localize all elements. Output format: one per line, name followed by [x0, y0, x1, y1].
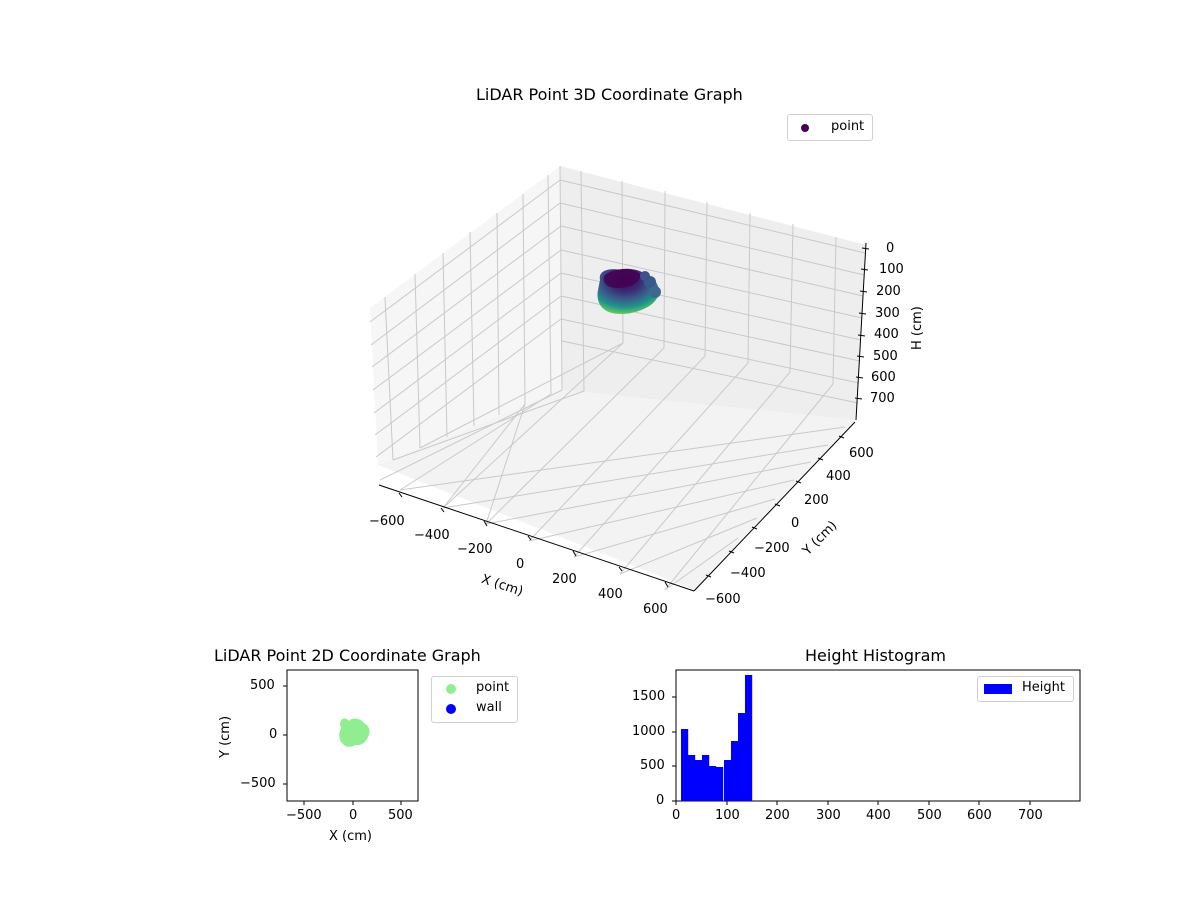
hist-x-tick-label: 700: [1018, 808, 1043, 823]
hist-y-tick-label: 0: [656, 793, 665, 808]
chart-3d-legend: point: [787, 114, 873, 141]
histogram-bars: [681, 675, 753, 801]
hist-x-tick-label: 600: [967, 808, 992, 823]
y3d-tick-label: 400: [826, 469, 851, 484]
legend-marker-wall-icon: [446, 704, 456, 714]
hist-x-tick-label: 200: [765, 808, 790, 823]
hist-y-tick-label: 1500: [632, 689, 666, 704]
x2d-tick-label: 0: [349, 808, 358, 823]
y3d-tick-label: −600: [705, 592, 741, 607]
z3d-tick-label: 700: [870, 391, 895, 406]
hist-x-tick-label: 500: [917, 808, 942, 823]
x3d-tick-label: 400: [598, 587, 623, 602]
legend-label-height: Height: [1022, 680, 1065, 695]
hist-x-tick-label: 100: [715, 808, 740, 823]
x3d-tick-label: −400: [414, 528, 450, 543]
chart-2d-legend: point wall: [431, 676, 518, 723]
y3d-tick-label: −400: [730, 566, 766, 581]
x2d-tick-label: −500: [286, 808, 322, 823]
y3d-tick-label: 600: [849, 446, 874, 461]
hist-y-tick-label: 500: [640, 758, 665, 773]
chart-3d-title: LiDAR Point 3D Coordinate Graph: [476, 85, 743, 104]
hist-x-tick-label: 0: [672, 808, 681, 823]
z3d-tick-label: 0: [886, 241, 895, 256]
x2d-tick-label: 500: [388, 808, 413, 823]
chart-2d-title: LiDAR Point 2D Coordinate Graph: [214, 646, 481, 665]
z3d-tick-label: 100: [879, 262, 904, 277]
x2d-axis-label: X (cm): [329, 829, 372, 844]
x3d-tick-label: 600: [643, 602, 668, 617]
histogram-legend: Height: [977, 676, 1074, 702]
y2d-tick-label: −500: [240, 776, 276, 791]
legend-label-point: point: [831, 119, 865, 134]
point-cloud-3d: [597, 268, 661, 314]
y2d-tick-label: 0: [269, 727, 278, 742]
legend-swatch-height-icon: [984, 684, 1012, 694]
legend-label-point: point: [476, 680, 510, 695]
y3d-tick-label: 0: [791, 516, 800, 531]
y3d-tick-label: 200: [804, 493, 829, 508]
legend-marker-point-icon: [446, 684, 456, 694]
z3d-tick-label: 400: [874, 327, 899, 342]
z3d-tick-label: 300: [875, 306, 900, 321]
hist-x-tick-label: 300: [816, 808, 841, 823]
hist-x-tick-label: 400: [866, 808, 891, 823]
x3d-tick-label: 0: [516, 557, 525, 572]
z3d-tick-label: 500: [873, 349, 898, 364]
legend-marker-point-icon: [801, 124, 809, 132]
point-cloud-2d: [339, 718, 370, 747]
z3d-tick-label: 200: [876, 284, 901, 299]
hist-y-tick-label: 1000: [632, 724, 666, 739]
legend-label-wall: wall: [476, 700, 502, 715]
x3d-tick-label: −200: [457, 542, 493, 557]
y2d-tick-label: 500: [250, 678, 275, 693]
z3d-tick-label: 600: [871, 370, 896, 385]
x3d-tick-label: 200: [552, 572, 577, 587]
x3d-tick-label: −600: [369, 514, 405, 529]
y3d-tick-label: −200: [754, 541, 790, 556]
histogram-title: Height Histogram: [805, 646, 946, 665]
